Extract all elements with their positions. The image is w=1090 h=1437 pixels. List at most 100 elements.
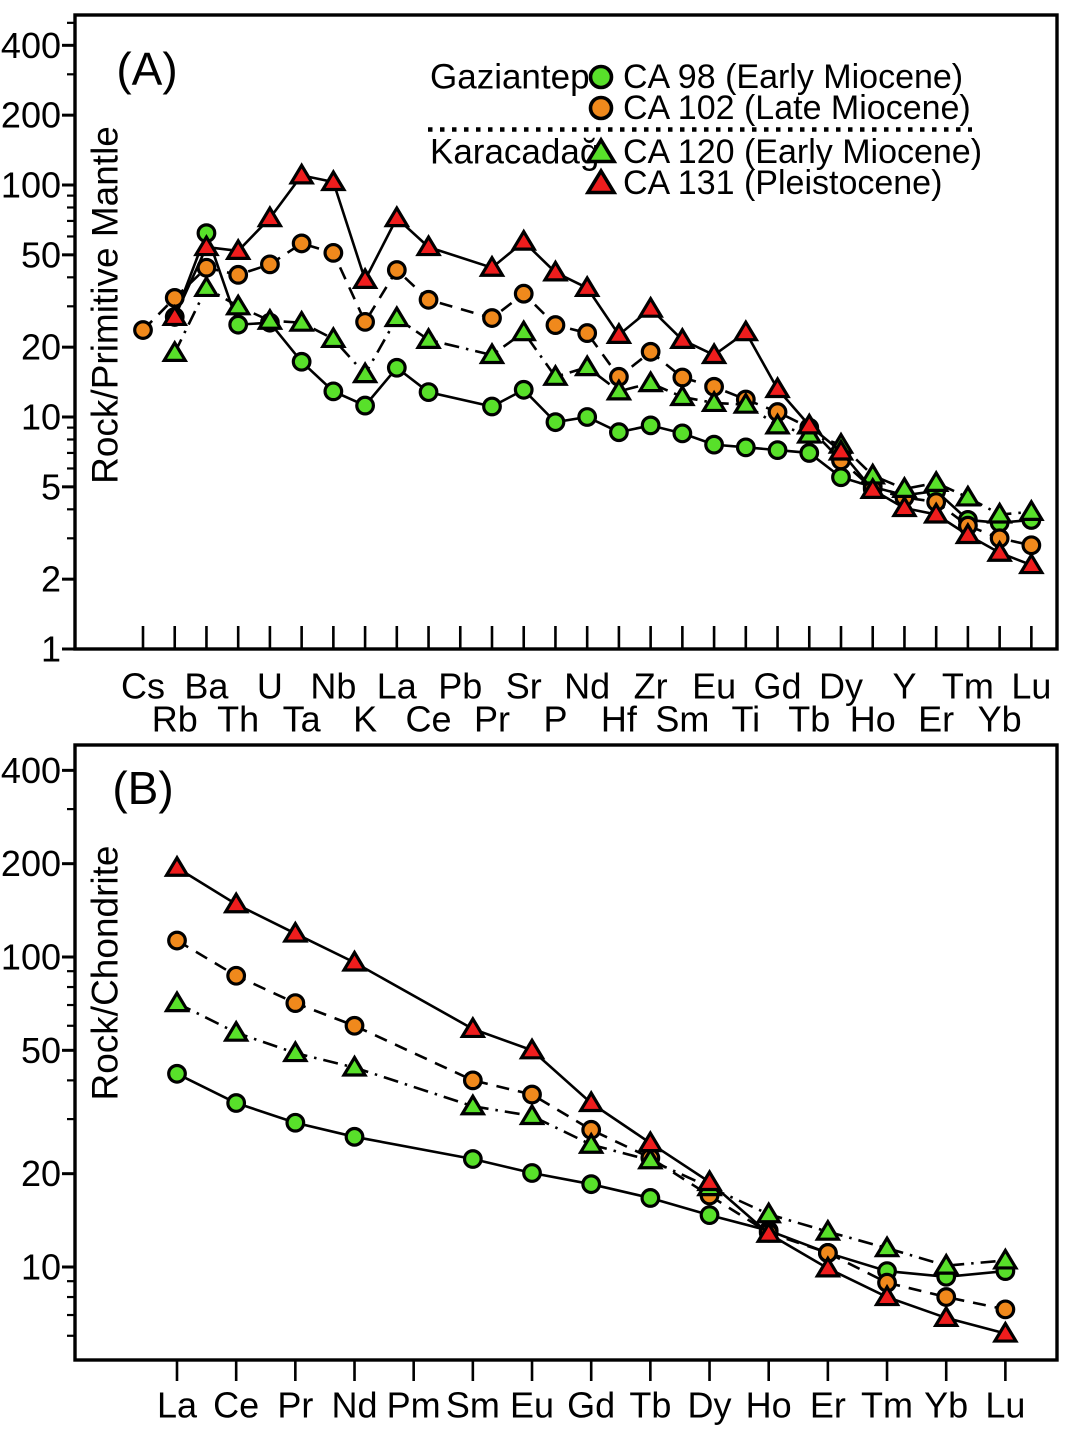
- data-point-triangle: [932, 1252, 960, 1275]
- data-point-circle: [167, 930, 187, 951]
- data-point-circle: [588, 95, 614, 121]
- data-point-triangle: [282, 920, 309, 943]
- y-tick-label: 100: [1, 937, 61, 978]
- x-tick-label: Ti: [731, 699, 760, 740]
- data-point-circle: [735, 437, 756, 458]
- data-point-triangle: [163, 854, 191, 877]
- data-point-triangle: [764, 375, 791, 399]
- y-axis-title: Rock/Primitive Mantle: [85, 126, 126, 484]
- data-point-triangle: [922, 501, 950, 524]
- y-tick-label: 200: [1, 843, 61, 884]
- data-point-circle: [609, 422, 629, 443]
- x-tick-label: Yb: [924, 1385, 968, 1426]
- data-point-triangle: [764, 412, 791, 435]
- series-ca-131-pleistocene-: [163, 854, 1019, 1343]
- data-point-triangle: [341, 1054, 368, 1077]
- data-point-circle: [699, 1205, 720, 1226]
- data-point-triangle: [605, 321, 633, 344]
- data-point-triangle: [827, 438, 855, 461]
- data-point-triangle: [224, 293, 252, 316]
- data-point-triangle: [859, 476, 887, 500]
- x-tick-label: La: [377, 666, 418, 707]
- x-tick-label: U: [257, 666, 283, 707]
- data-point-triangle: [542, 363, 569, 386]
- data-point-triangle: [222, 1019, 250, 1042]
- data-point-triangle: [573, 354, 601, 377]
- x-tick-label: Dy: [688, 1385, 732, 1426]
- data-point-circle: [418, 289, 439, 310]
- series-line: [176, 1072, 1006, 1279]
- data-point-triangle: [637, 295, 664, 318]
- data-point-circle: [672, 423, 693, 444]
- data-point-triangle: [732, 391, 760, 414]
- data-point-circle: [133, 320, 153, 340]
- data-point-circle: [577, 407, 598, 427]
- y-axis-title: Rock/Chondrite: [85, 845, 126, 1100]
- data-point-triangle: [320, 168, 347, 192]
- legend-item-label: CA 120 (Early Miocene): [623, 133, 982, 171]
- data-point-triangle: [459, 1015, 487, 1039]
- data-point-circle: [704, 434, 724, 455]
- data-point-circle: [640, 341, 661, 362]
- data-point-triangle: [700, 341, 728, 365]
- x-tick-label: Sr: [506, 666, 542, 707]
- data-point-triangle: [795, 412, 823, 435]
- x-tick-label: Ce: [213, 1385, 259, 1426]
- x-tick-label: Tb: [788, 699, 830, 740]
- data-point-circle: [995, 1299, 1016, 1320]
- x-tick-label: Tb: [629, 1385, 671, 1426]
- y-tick-label: 50: [21, 234, 61, 275]
- x-tick-label: Gd: [754, 666, 802, 707]
- data-point-triangle: [700, 389, 728, 413]
- data-point-triangle: [814, 1218, 842, 1241]
- series-ca-98-early-miocene-: [164, 223, 1042, 533]
- y-tick-label: 400: [1, 25, 61, 66]
- data-point-triangle: [637, 369, 664, 393]
- x-tick-label: Pm: [387, 1385, 441, 1426]
- data-point-triangle: [891, 494, 918, 518]
- data-point-triangle: [222, 891, 250, 914]
- x-tick-label: Ho: [850, 699, 896, 740]
- data-point-circle: [291, 351, 312, 372]
- data-point-circle: [640, 415, 661, 436]
- data-point-triangle: [954, 521, 982, 545]
- data-point-circle: [226, 965, 247, 986]
- y-tick-label: 5: [41, 466, 61, 507]
- data-point-circle: [577, 323, 598, 343]
- data-point-circle: [513, 283, 534, 304]
- x-tick-label: Tm: [861, 1385, 913, 1426]
- data-point-triangle: [282, 1039, 309, 1063]
- x-tick-label: Dy: [819, 666, 863, 707]
- x-tick-label: Nb: [310, 666, 356, 707]
- data-point-triangle: [814, 1255, 842, 1278]
- data-point-triangle: [637, 1129, 664, 1153]
- data-point-circle: [228, 264, 249, 285]
- data-point-triangle: [518, 1037, 546, 1060]
- data-point-circle: [545, 315, 566, 335]
- data-point-triangle: [922, 469, 950, 492]
- data-point-circle: [482, 308, 502, 328]
- data-point-triangle: [510, 319, 538, 342]
- data-point-triangle: [542, 259, 569, 282]
- data-point-triangle: [161, 303, 189, 327]
- x-tick-label: Tm: [942, 666, 994, 707]
- series-ca-120-early-miocene-: [161, 274, 1045, 524]
- data-point-triangle: [873, 1283, 901, 1307]
- data-point-circle: [285, 993, 306, 1014]
- x-tick-label: Yb: [978, 699, 1022, 740]
- data-point-triangle: [954, 484, 982, 507]
- x-tick-label: Pb: [438, 666, 482, 707]
- data-point-circle: [344, 1126, 365, 1147]
- y-axis: 400 200 100 50 20 10 5 2 1: [1, 21, 75, 670]
- plot-border: [73, 13, 1059, 651]
- y-tick-label: 1: [41, 629, 61, 670]
- data-point-triangle: [320, 325, 347, 349]
- y-tick-label: 2: [41, 559, 61, 600]
- data-point-triangle: [288, 162, 315, 185]
- series-ca-131-pleistocene-: [161, 162, 1045, 575]
- data-point-circle: [291, 233, 312, 254]
- x-tick-label: Ho: [746, 1385, 792, 1426]
